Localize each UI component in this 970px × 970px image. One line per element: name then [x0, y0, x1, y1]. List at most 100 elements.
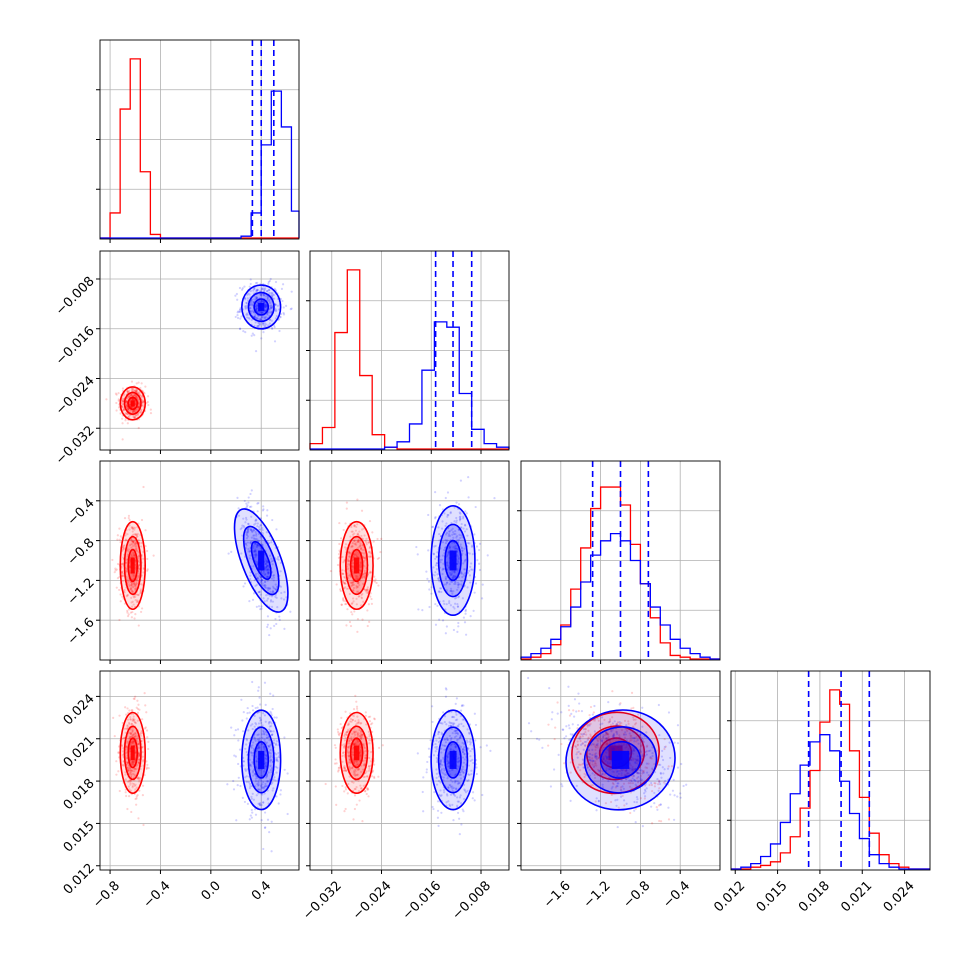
scatter-point — [267, 296, 270, 299]
scatter-point — [254, 572, 258, 576]
scatter-point — [270, 712, 273, 715]
scatter-point — [350, 720, 353, 723]
scatter-point — [658, 787, 661, 790]
scatter-point — [461, 575, 464, 579]
scatter-point — [128, 731, 131, 734]
scatter-point — [129, 771, 132, 774]
scatter-point — [581, 762, 584, 766]
scatter-point — [439, 789, 442, 792]
scatter-point — [132, 551, 135, 555]
scatter-point — [138, 411, 141, 414]
scatter-point — [547, 744, 550, 747]
scatter-point — [244, 769, 248, 772]
scatter-point — [242, 330, 245, 333]
scatter-point — [445, 759, 449, 762]
scatter-point — [620, 774, 623, 777]
scatter-point — [149, 408, 152, 411]
scatter-point — [266, 625, 269, 629]
scatter-point — [456, 782, 460, 785]
scatter-point — [131, 540, 135, 543]
scatter-point — [264, 754, 268, 757]
scatter-point — [438, 590, 441, 594]
scatter-point — [243, 526, 246, 529]
scatter-point — [128, 544, 131, 547]
scatter-point — [361, 592, 364, 595]
scatter-point — [119, 412, 122, 415]
scatter-point — [246, 531, 249, 535]
scatter-point — [121, 754, 124, 757]
scatter-point — [453, 607, 456, 610]
scatter-point — [605, 733, 608, 736]
scatter-point — [256, 544, 260, 547]
scatter-point — [253, 315, 256, 318]
scatter-point — [128, 409, 131, 412]
scatter-point — [132, 761, 135, 764]
scatter-point — [264, 295, 267, 298]
scatter-point — [134, 768, 137, 771]
scatter-point — [596, 740, 600, 743]
scatter-point — [248, 763, 252, 766]
scatter-point — [469, 615, 472, 618]
scatter-point — [271, 590, 275, 593]
scatter-point — [133, 416, 136, 420]
scatter-point — [135, 396, 138, 399]
scatter-point — [253, 549, 256, 553]
scatter-point — [347, 746, 350, 749]
scatter-point — [126, 407, 129, 410]
scatter-point — [646, 744, 649, 747]
scatter-point — [128, 394, 132, 397]
scatter-point — [121, 721, 124, 725]
scatter-point — [462, 725, 465, 728]
scatter-point — [364, 771, 367, 775]
scatter-point — [268, 300, 271, 303]
scatter-point — [120, 399, 124, 402]
scatter-point — [556, 701, 559, 704]
scatter-point — [132, 595, 135, 598]
scatter-point — [261, 509, 265, 512]
scatter-point — [131, 772, 134, 775]
scatter-point — [657, 782, 660, 786]
scatter-point — [431, 525, 435, 528]
scatter-point — [129, 783, 132, 786]
scatter-point — [454, 602, 457, 605]
scatter-point — [252, 534, 255, 537]
scatter-point — [258, 788, 262, 791]
scatter-point — [615, 723, 618, 726]
scatter-point — [446, 491, 450, 494]
scatter-point — [250, 515, 253, 518]
scatter-point — [269, 600, 273, 603]
scatter-point — [459, 745, 463, 748]
scatter-point — [136, 599, 139, 602]
scatter-point — [448, 534, 452, 537]
scatter-point — [468, 731, 471, 734]
scatter-point — [275, 314, 278, 318]
scatter-point — [266, 561, 269, 564]
scatter-point — [275, 740, 278, 743]
scatter-point — [261, 793, 264, 796]
scatter-point — [348, 552, 351, 555]
panel-frame — [730, 670, 931, 871]
scatter-point — [268, 322, 271, 325]
scatter-point — [255, 290, 258, 293]
scatter-point — [459, 479, 463, 482]
scatter-point — [353, 807, 357, 811]
scatter-point — [612, 733, 615, 736]
scatter-point — [273, 776, 276, 779]
scatter-point — [135, 795, 138, 798]
scatter-point — [138, 780, 141, 783]
scatter-point — [134, 783, 137, 786]
scatter-point — [142, 485, 145, 489]
scatter-point — [255, 296, 258, 299]
scatter-point — [257, 325, 260, 328]
scatter-point — [258, 803, 261, 807]
scatter-point — [641, 725, 644, 728]
scatter-point — [637, 772, 640, 775]
scatter-point — [282, 313, 286, 316]
scatter-point — [259, 294, 262, 297]
scatter-point — [356, 541, 359, 544]
scatter-point — [369, 552, 372, 555]
scatter-point — [111, 558, 114, 562]
scatter-point — [455, 697, 458, 700]
scatter-point — [460, 722, 463, 725]
scatter-point — [635, 760, 638, 763]
